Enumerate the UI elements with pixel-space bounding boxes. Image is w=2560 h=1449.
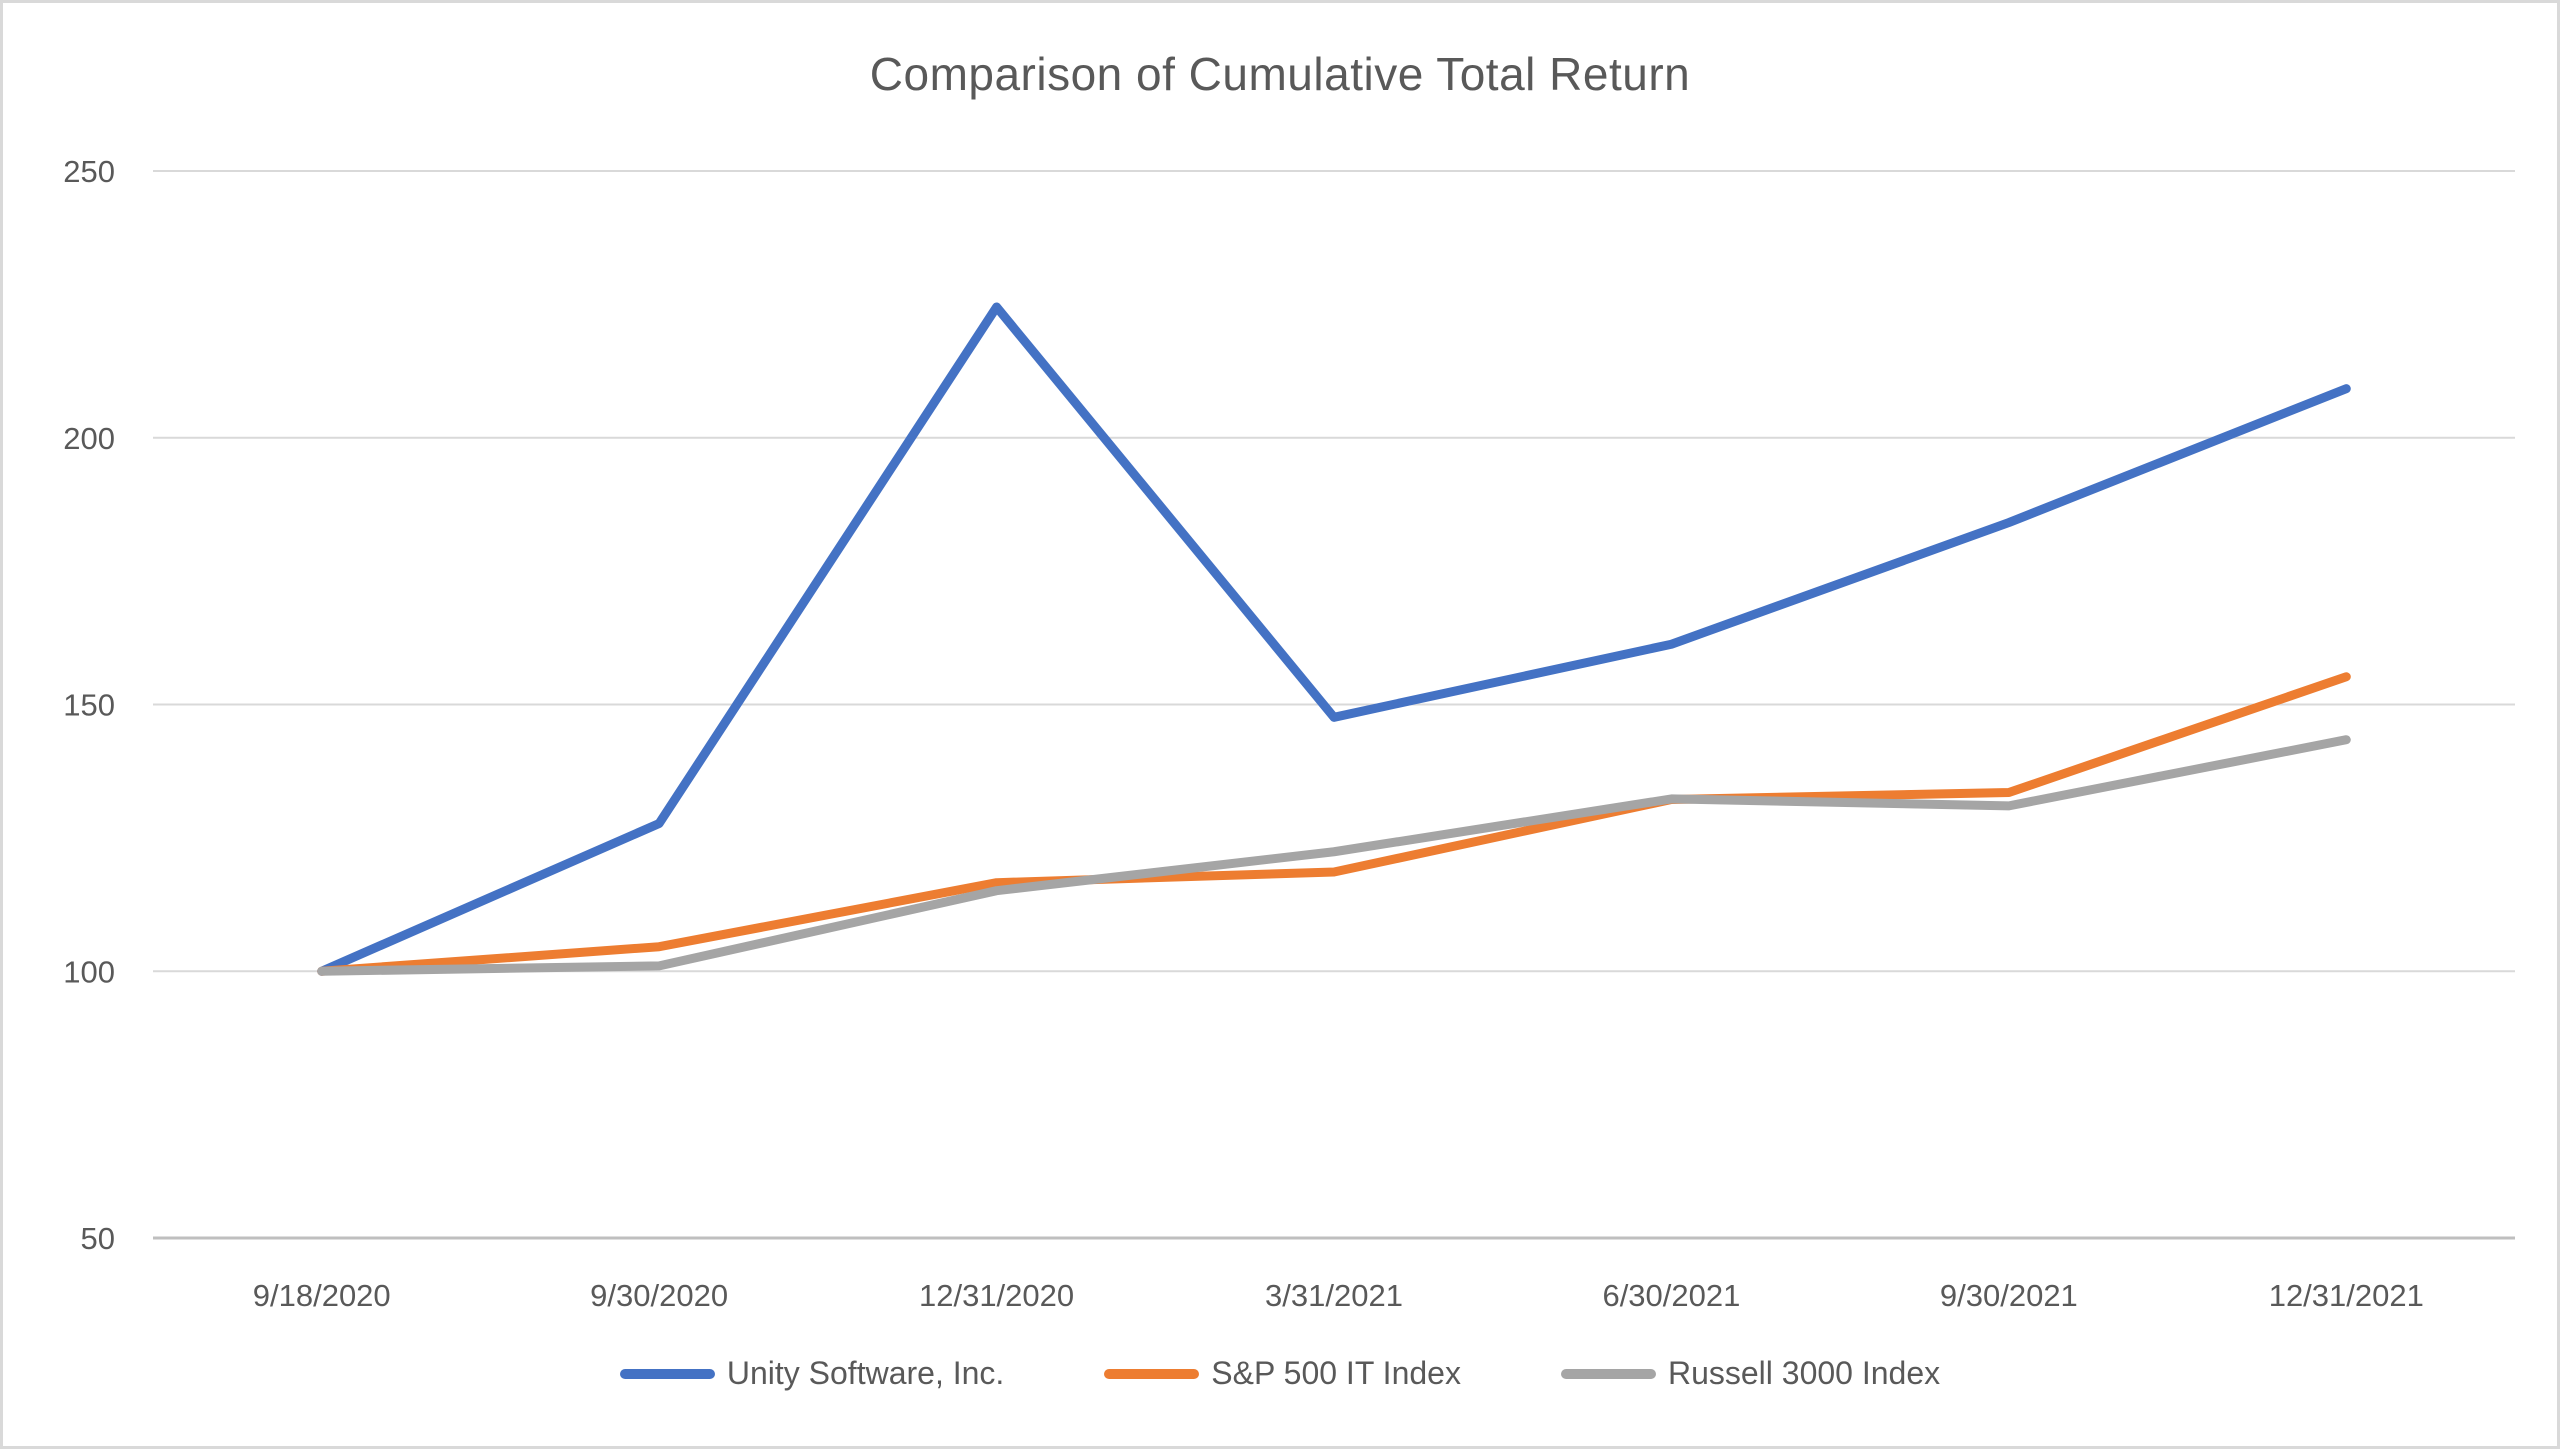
y-axis-tick-label: 250: [63, 154, 115, 189]
legend-swatch-gray: [1560, 1368, 1656, 1379]
x-axis-tick-label: 9/30/2020: [590, 1278, 728, 1313]
y-axis-tick-label: 200: [63, 421, 115, 456]
x-axis-tick-label: 9/30/2021: [1940, 1278, 2078, 1313]
legend-item-unity-software: Unity Software, Inc.: [619, 1355, 1005, 1392]
x-axis-tick-label: 9/18/2020: [253, 1278, 391, 1313]
legend-swatch-blue: [619, 1368, 715, 1379]
legend-label: S&P 500 IT Index: [1211, 1355, 1461, 1391]
series-line-unity-software-inc: [317, 302, 2351, 976]
x-axis-tick-label: 3/31/2021: [1265, 1278, 1403, 1313]
line-chart: 50 100 150 200 250 9/18/2020 9/30/2020 12/31/20…: [63, 154, 2515, 1313]
legend-label: Unity Software, Inc.: [726, 1355, 1005, 1391]
y-axis-tick-label: 100: [63, 954, 115, 989]
chart-legend: Unity Software, Inc. S&P 500 IT Index Ru…: [3, 1355, 2557, 1392]
series-line-russell-3000-index: [317, 735, 2351, 976]
y-axis-tick-label: 50: [81, 1221, 115, 1256]
x-axis-tick-label: 6/30/2021: [1602, 1278, 1740, 1313]
series-line-s-p-500-it-index: [317, 672, 2351, 976]
legend-item-sp500-it-index: S&P 500 IT Index: [1104, 1355, 1461, 1392]
y-axis-tick-label: 150: [63, 688, 115, 723]
x-axis-tick-label: 12/31/2020: [919, 1278, 1074, 1313]
legend-item-russell-3000-index: Russell 3000 Index: [1560, 1355, 1941, 1392]
chart-title: Comparison of Cumulative Total Return: [869, 48, 1691, 100]
x-axis-tick-label: 12/31/2021: [2269, 1278, 2424, 1313]
legend-label: Russell 3000 Index: [1667, 1355, 1941, 1391]
legend-swatch-orange: [1104, 1368, 1200, 1379]
